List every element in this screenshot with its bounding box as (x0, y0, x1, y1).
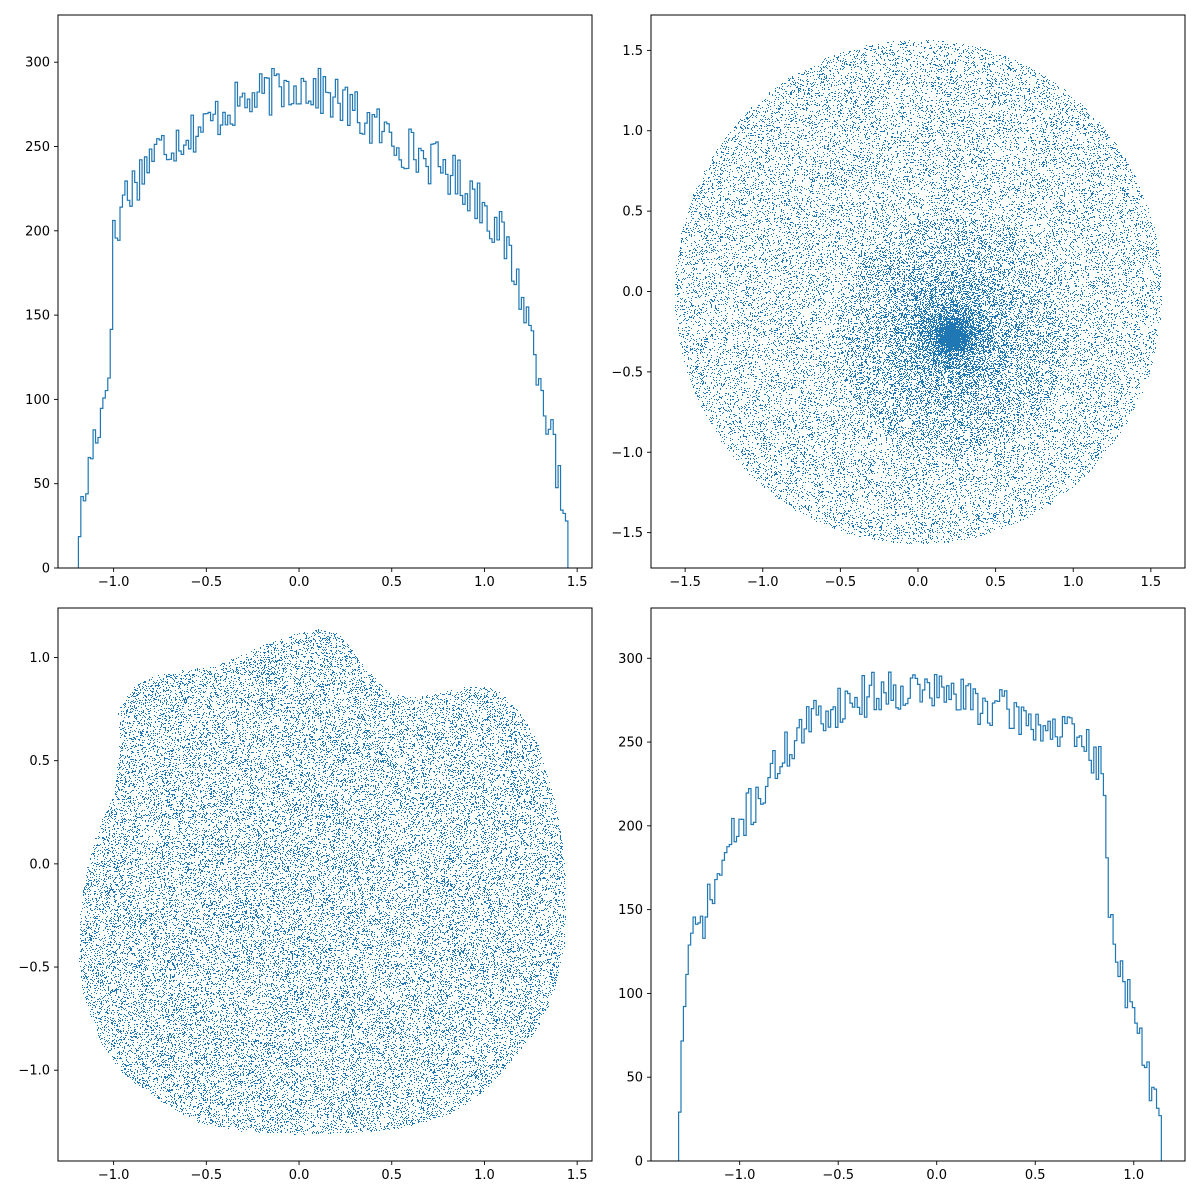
y-tick-label: 1.5 (622, 44, 643, 59)
scatter-points (675, 40, 1162, 544)
x-tick-label: 0.0 (289, 575, 310, 590)
y-tick-label: 1.0 (29, 651, 50, 666)
y-tick-label: 50 (33, 477, 50, 492)
x-tick-label: 0.0 (908, 575, 929, 590)
x-tick-label: −1.0 (98, 575, 130, 590)
axes-frame (57, 607, 593, 1162)
y-tick-label: 300 (25, 56, 50, 71)
y-tick-label: 150 (25, 309, 50, 324)
scatter-points (79, 629, 566, 1135)
x-tick-label: −1.0 (724, 1168, 756, 1183)
x-tick-label: 0.5 (381, 575, 402, 590)
y-tick-label: 250 (25, 140, 50, 155)
x-tick-label: 1.0 (1063, 575, 1084, 590)
x-tick-label: 1.0 (1123, 1168, 1144, 1183)
y-tick-label: 100 (618, 987, 643, 1002)
axes-frame (650, 607, 1186, 1162)
x-tick-label: −0.5 (822, 1168, 854, 1183)
y-tick-label: 300 (618, 652, 643, 667)
x-tick-label: −1.5 (669, 575, 701, 590)
y-tick-label: 0 (635, 1155, 643, 1170)
y-tick-label: −1.0 (611, 446, 643, 461)
histogram-step-line (677, 671, 1162, 1161)
axes-frame (650, 14, 1186, 569)
y-tick-label: −1.0 (18, 1064, 50, 1079)
x-tick-label: 1.5 (1141, 575, 1162, 590)
y-tick-label: 0 (42, 562, 50, 577)
histogram-top-left: −1.0 −0.5 0.0 0.5 1.0 1.5 0 50 100 150 200 250 300 (25, 14, 593, 590)
x-tick-label: 0.5 (1025, 1168, 1046, 1183)
y-tick-label: 200 (25, 224, 50, 239)
y-tick-label: 150 (618, 903, 643, 918)
y-tick-label: 200 (618, 819, 643, 834)
histogram-step-line (77, 67, 569, 568)
x-tick-label: 0.0 (926, 1168, 947, 1183)
x-tick-label: 0.5 (381, 1168, 402, 1183)
y-tick-label: 1.0 (622, 124, 643, 139)
x-tick-label: 0.0 (289, 1168, 310, 1183)
y-tick-label: 100 (25, 393, 50, 408)
x-tick-label: 1.5 (567, 575, 588, 590)
scatter-top-right: −1.5 −1.0 −0.5 0.0 0.5 1.0 1.5 −1.5 −1.0 −0.5 0.0 0… (611, 14, 1186, 590)
y-tick-label: 250 (618, 736, 643, 751)
x-tick-label: 1.0 (474, 1168, 495, 1183)
y-tick-label: 0.0 (622, 285, 643, 300)
y-tick-label: 50 (626, 1071, 643, 1086)
x-tick-label: 0.5 (985, 575, 1006, 590)
y-tick-label: −1.5 (611, 526, 643, 541)
y-tick-label: −0.5 (18, 961, 50, 976)
axes-frame (57, 14, 593, 569)
histogram-bottom-right: −1.0 −0.5 0.0 0.5 1.0 0 50 100 150 200 250 300 (618, 607, 1186, 1183)
scatter-bottom-left: −1.0 −0.5 0.0 0.5 1.0 1.5 −1.0 −0.5 0.0 0.5 1.0 (18, 607, 593, 1183)
x-tick-label: −1.0 (747, 575, 779, 590)
x-tick-label: 1.5 (567, 1168, 588, 1183)
x-tick-label: −0.5 (191, 575, 223, 590)
y-tick-label: −0.5 (611, 365, 643, 380)
x-tick-label: 1.0 (474, 575, 495, 590)
y-tick-label: 0.0 (29, 857, 50, 872)
x-tick-label: −0.5 (191, 1168, 223, 1183)
y-tick-label: 0.5 (622, 205, 643, 220)
x-tick-label: −0.5 (825, 575, 857, 590)
x-tick-label: −1.0 (98, 1168, 130, 1183)
y-tick-label: 0.5 (29, 754, 50, 769)
